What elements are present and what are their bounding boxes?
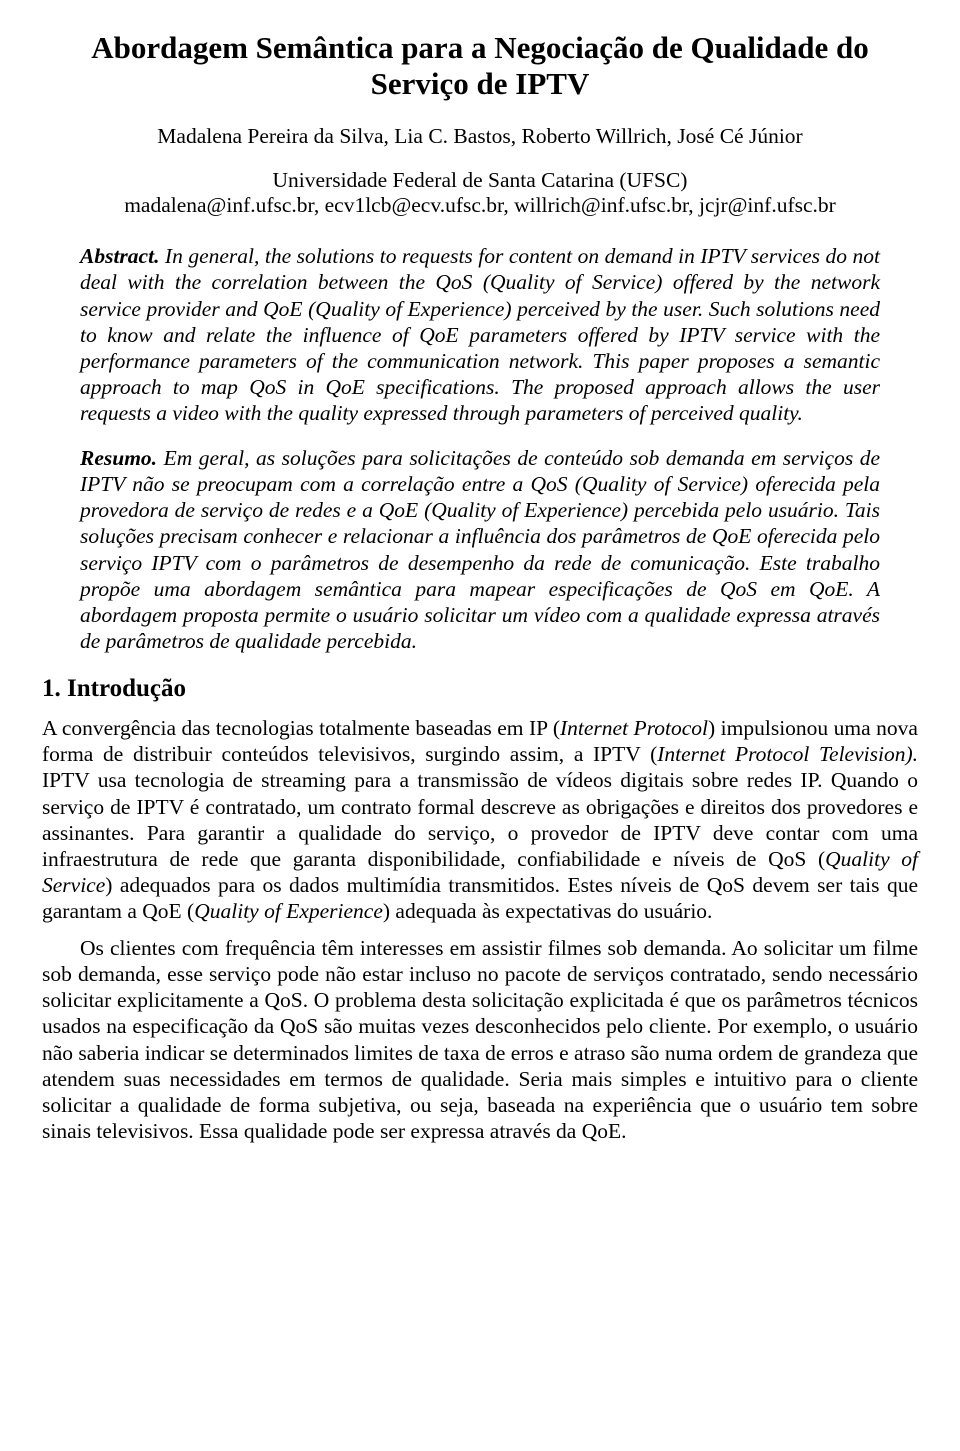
intro-p1-seg-a: A convergência das tecnologias totalment… (42, 716, 560, 740)
authors-line: Madalena Pereira da Silva, Lia C. Bastos… (42, 123, 918, 149)
abstract-label: Abstract. (80, 244, 159, 268)
intro-p1-seg-i: ) adequada às expectativas do usuário. (383, 899, 713, 923)
intro-paragraph-2: Os clientes com frequência têm interesse… (42, 935, 918, 1145)
paper-title: Abordagem Semântica para a Negociação de… (42, 30, 918, 101)
resumo-label: Resumo. (80, 446, 157, 470)
intro-p1-seg-h: Quality of Experience (194, 899, 383, 923)
intro-p1-seg-b: Internet Protocol (560, 716, 708, 740)
section-heading-1: 1. Introdução (42, 674, 918, 705)
intro-p1-seg-e: IPTV usa tecnologia de streaming para a … (42, 768, 918, 871)
abstract-block: Abstract. In general, the solutions to r… (80, 243, 880, 427)
affiliation-block: Universidade Federal de Santa Catarina (… (42, 168, 918, 220)
resumo-text: Em geral, as soluções para solicitações … (80, 446, 880, 654)
abstract-text: In general, the solutions to requests fo… (80, 244, 880, 425)
intro-p1-seg-d: Internet Protocol Television). (657, 742, 918, 766)
intro-paragraph-1: A convergência das tecnologias totalment… (42, 715, 918, 925)
affiliation-name: Universidade Federal de Santa Catarina (… (273, 168, 688, 192)
resumo-block: Resumo. Em geral, as soluções para solic… (80, 445, 880, 655)
affiliation-emails: madalena@inf.ufsc.br, ecv1lcb@ecv.ufsc.b… (124, 193, 836, 217)
